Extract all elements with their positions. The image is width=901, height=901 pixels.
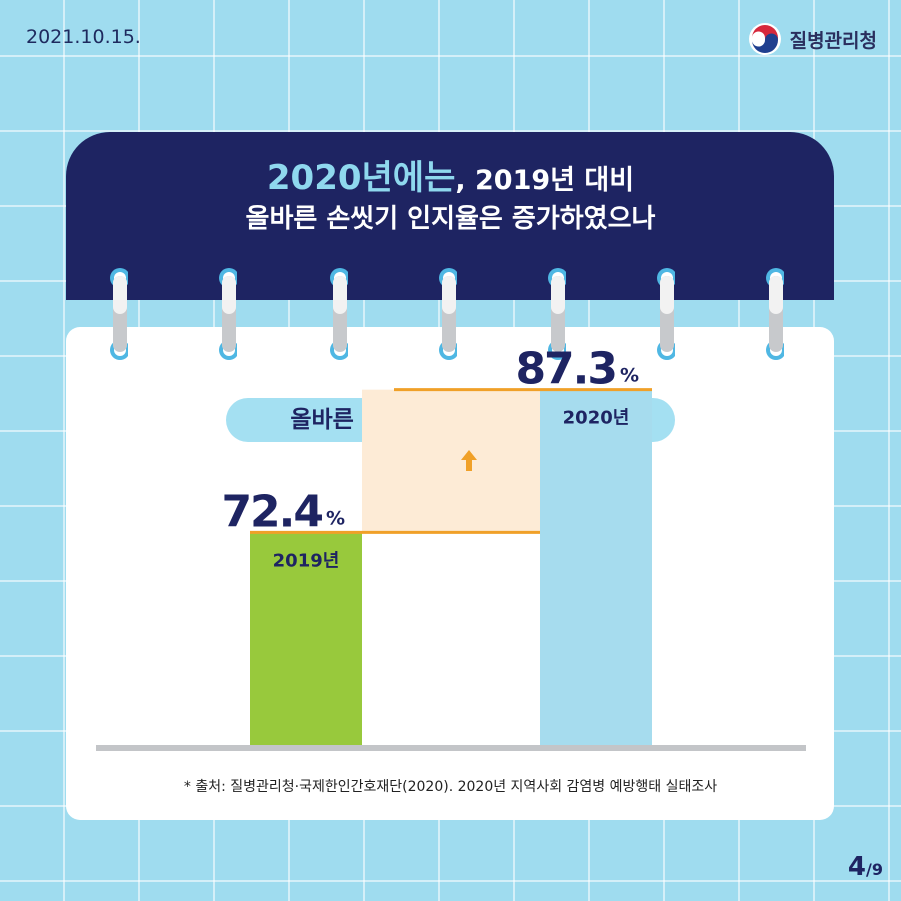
page-current: 4 [847,852,867,882]
page-total: 9 [871,860,883,879]
source-note: * 출처: 질병관리청·국제한인간호재단(2020). 2020년 지역사회 감… [183,779,718,795]
binder-ring [330,268,348,360]
title-line1: , 2019년 대비 [455,165,635,196]
title-highlight: 2020년에는 [266,158,456,198]
value-unit-0: % [326,507,345,529]
category-label-1: 2020년 [563,408,630,429]
page-title: 2020년에는, 2019년 대비 올바른 손씻기 인지율은 증가하였으나 [0,160,901,239]
binder-ring [219,268,237,360]
binder-ring [766,268,784,360]
page-separator: / [866,860,872,879]
value-label-1: 87.3 [515,344,616,395]
title-line2: 올바른 손씻기 인지율은 증가하였으나 [245,204,656,234]
binder-ring [439,268,457,360]
taegeuk-logo-icon [748,23,781,55]
binder-ring [548,268,566,360]
bar-1 [540,389,652,747]
binder-ring [657,268,675,360]
binder-ring [110,268,128,360]
category-label-0: 2019년 [273,550,340,571]
pagination: 4/9 [848,852,883,882]
bar-0 [250,532,362,747]
value-unit-1: % [620,365,639,387]
increase-band [362,389,540,533]
up-arrow-icon [461,450,477,472]
value-label-0: 72.4 [221,486,322,537]
brand-logo: 질병관리청 [748,22,877,56]
brand-name: 질병관리청 [789,29,877,52]
chart-baseline [96,745,806,751]
date: 2021.10.15. [26,26,141,48]
